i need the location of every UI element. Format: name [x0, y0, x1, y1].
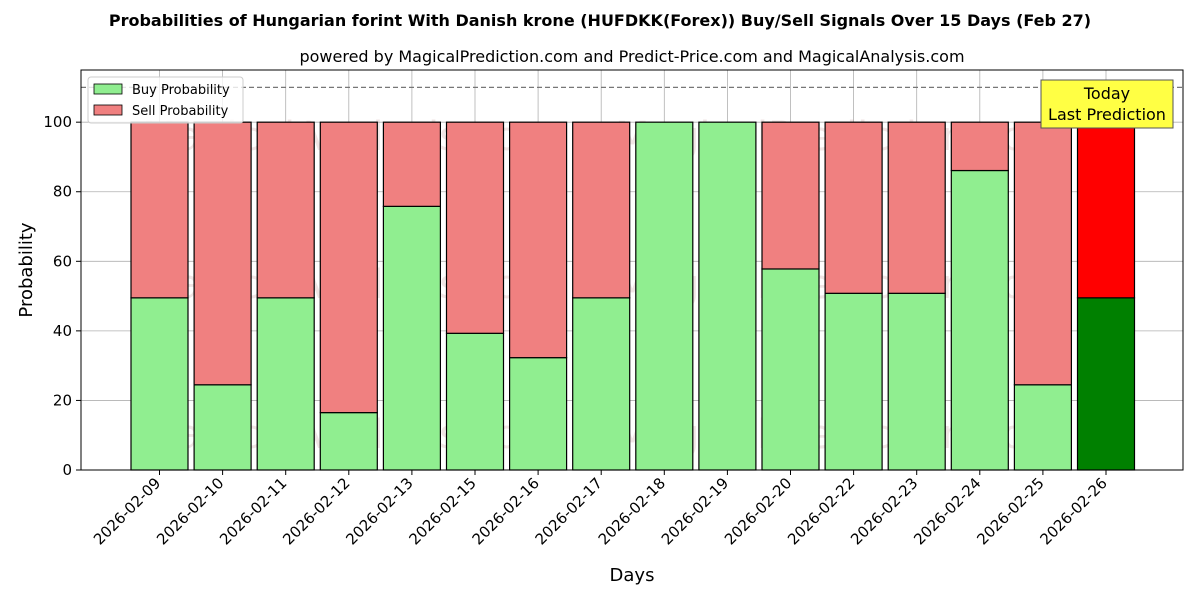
annotation-box: [1040, 79, 1174, 129]
sell-bar: [950, 121, 1009, 172]
buy-bar: [950, 169, 1009, 471]
x-ticks: 2026-02-092026-02-102026-02-112026-02-12…: [90, 470, 1111, 548]
buy-bar: [824, 292, 883, 471]
today-annotation: Today Last Prediction: [1040, 79, 1174, 129]
annotation-line2: Last Prediction: [1048, 105, 1166, 124]
y-ticks: 0 20 40 60 80 100: [43, 113, 81, 479]
buy-bar: [887, 292, 946, 471]
x-tick-label: 2026-02-25: [973, 474, 1047, 548]
buy-bar: [1076, 297, 1136, 471]
x-tick-label: 2026-02-19: [658, 474, 732, 548]
x-tick-label: 2026-02-22: [784, 474, 858, 548]
sell-bar: [509, 121, 568, 359]
y-tick-label: 80: [53, 183, 72, 201]
buy-bar: [572, 297, 631, 471]
y-tick-label: 0: [62, 461, 72, 479]
buy-bar: [130, 297, 189, 471]
legend-sell-label: Sell Probability: [132, 104, 229, 119]
x-tick-label: 2026-02-23: [847, 474, 921, 548]
sell-bar: [1013, 121, 1073, 386]
legend-buy-swatch: [93, 83, 123, 95]
sell-bar: [572, 121, 631, 299]
chart-title: Probabilities of Hungarian forint With D…: [109, 11, 1091, 30]
x-tick-label: 2026-02-26: [1036, 474, 1110, 548]
x-tick-label: 2026-02-10: [153, 474, 227, 548]
buy-bar: [509, 357, 568, 471]
sell-bar: [1076, 121, 1136, 299]
sell-bar: [382, 121, 441, 207]
buy-bar: [635, 121, 694, 471]
sell-bar: [130, 121, 189, 299]
buy-bar: [1013, 384, 1073, 471]
sell-bar: [887, 121, 946, 294]
chart-subtitle: powered by MagicalPrediction.com and Pre…: [299, 47, 964, 66]
legend-box: [87, 76, 244, 124]
sell-bar: [761, 121, 820, 270]
x-tick-label: 2026-02-13: [342, 474, 416, 548]
x-tick-label: 2026-02-09: [90, 474, 164, 548]
x-tick-label: 2026-02-24: [910, 474, 984, 548]
x-tick-label: 2026-02-17: [532, 474, 606, 548]
x-tick-label: 2026-02-11: [216, 474, 290, 548]
buy-bar: [193, 384, 252, 471]
x-tick-label: 2026-02-12: [279, 474, 353, 548]
sell-bar: [445, 121, 505, 334]
buy-bar: [761, 268, 820, 471]
buy-bar: [382, 205, 441, 471]
sell-bar: [256, 121, 315, 299]
buy-bar: [319, 412, 378, 471]
sell-bar: [319, 121, 378, 414]
buy-bar: [698, 121, 757, 471]
sell-bar: [824, 121, 883, 294]
y-tick-label: 60: [53, 252, 72, 270]
x-tick-label: 2026-02-20: [721, 474, 795, 548]
buy-bar: [256, 297, 315, 471]
y-tick-label: 100: [43, 113, 72, 131]
y-axis-label: Probability: [16, 222, 37, 317]
legend-buy-label: Buy Probability: [132, 83, 230, 98]
plot-frame: [80, 69, 1184, 471]
buy-bar: [445, 332, 505, 471]
x-axis-label: Days: [610, 565, 655, 586]
y-tick-label: 40: [53, 322, 72, 340]
sell-bar: [193, 121, 252, 386]
x-tick-label: 2026-02-16: [469, 474, 543, 548]
legend: Buy Probability Sell Probability: [87, 76, 244, 124]
legend-sell-swatch: [93, 104, 123, 116]
y-tick-label: 20: [53, 391, 72, 409]
x-tick-label: 2026-02-15: [405, 474, 479, 548]
annotation-line1: Today: [1083, 84, 1130, 103]
bars: [130, 121, 1136, 471]
x-tick-label: 2026-02-18: [595, 474, 669, 548]
